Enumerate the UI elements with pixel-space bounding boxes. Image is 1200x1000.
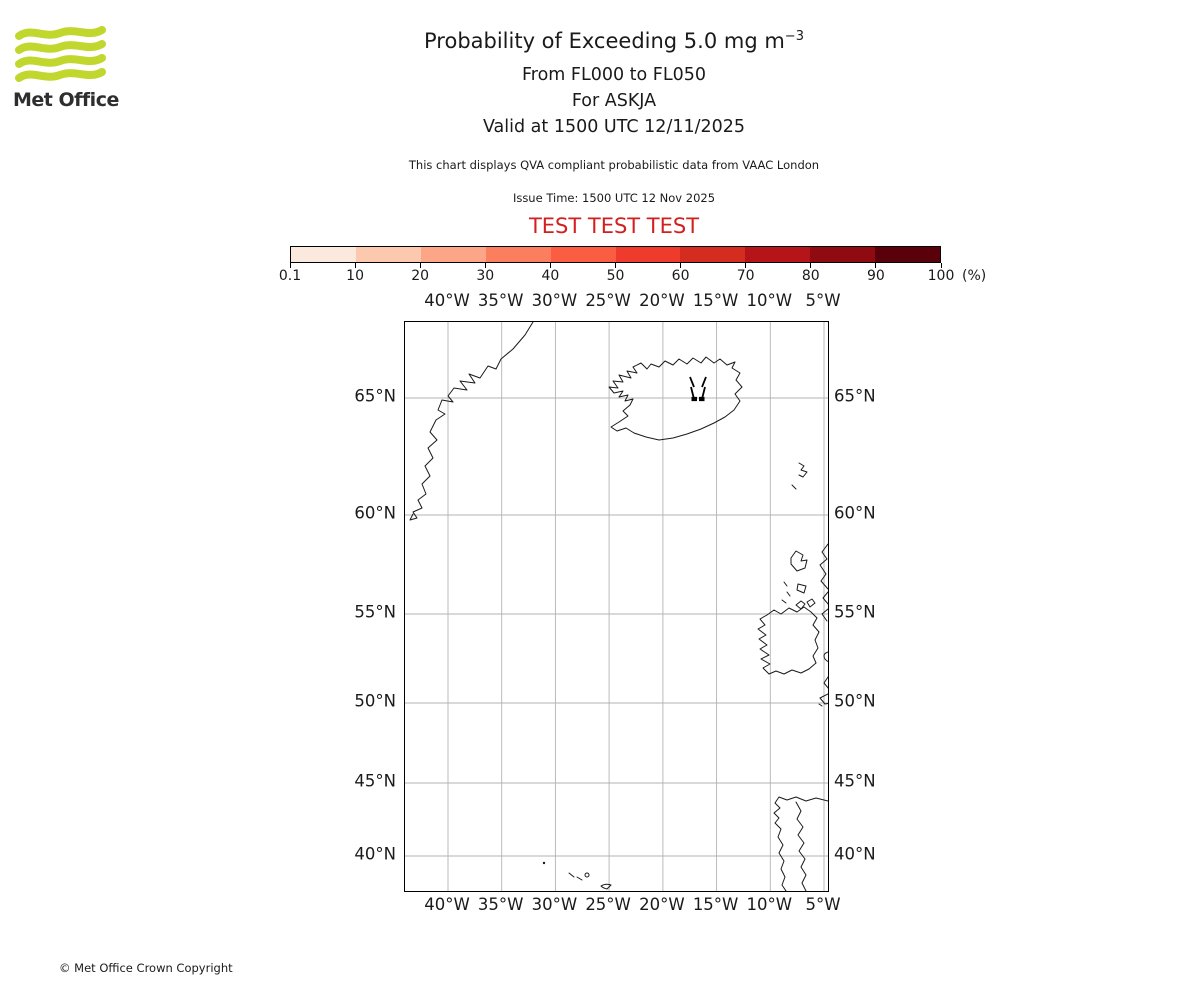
lat-label-left: 55°N — [354, 602, 396, 622]
subtitle-volcano: For ASKJA — [571, 91, 657, 111]
colorbar-unit-label: (%) — [962, 268, 987, 284]
colorbar-segment — [485, 247, 551, 262]
lon-label-top: 25°W — [585, 291, 631, 310]
colorbar-tick — [745, 263, 747, 268]
colorbar-segment — [615, 247, 681, 262]
coastline-brittany — [818, 693, 832, 707]
lon-label-top: 15°W — [692, 291, 739, 310]
lat-label-left: 40°N — [354, 844, 396, 864]
colorbar-tick — [875, 263, 877, 268]
lon-label-bottom: 40°W — [424, 895, 470, 914]
lon-label-top: 5°W — [805, 291, 841, 310]
colorbar-tick — [419, 263, 421, 268]
coastline-scotland-hebrides — [781, 543, 830, 622]
colorbar-segment — [550, 247, 616, 262]
colorbar-tick — [615, 263, 616, 268]
lon-label-bottom: 15°W — [692, 895, 739, 914]
colorbar-segment — [420, 247, 486, 262]
lon-label-top: 40°W — [424, 291, 470, 310]
colorbar-segment — [291, 247, 356, 262]
colorbar-tick — [289, 263, 291, 268]
met-office-waves-icon — [15, 26, 106, 82]
colorbar-segment — [745, 247, 811, 262]
qva-note: This chart displays QVA compliant probab… — [408, 158, 820, 172]
coastline-britain-fragments — [823, 651, 832, 690]
lat-label-left: 65°N — [354, 386, 396, 406]
colorbar-segments — [291, 247, 941, 262]
colorbar-tick — [549, 263, 551, 268]
issue-time: Issue Time: 1500 UTC 12 Nov 2025 — [512, 191, 716, 205]
colorbar-tick-label: 70 — [736, 268, 755, 284]
graticule — [405, 322, 828, 891]
subtitle-valid-time: Valid at 1500 UTC 12/11/2025 — [482, 117, 746, 137]
lon-label-top: 20°W — [639, 291, 685, 310]
lat-label-right: 60°N — [834, 503, 876, 523]
colorbar-tick-label: 20 — [411, 268, 430, 284]
colorbar — [290, 246, 941, 263]
colorbar-segment — [355, 247, 421, 262]
lat-label-right: 45°N — [834, 771, 876, 791]
colorbar-tick — [810, 263, 812, 268]
coastline-faroe-islands — [791, 462, 808, 490]
title-text: Probability of Exceeding 5.0 mg m — [424, 29, 785, 53]
colorbar-tick — [354, 263, 356, 268]
colorbar-tick — [940, 263, 942, 268]
colorbar-tick-label: 50 — [606, 268, 625, 284]
colorbar-tick-label: 60 — [671, 268, 690, 284]
coastline-iceland — [608, 356, 743, 441]
lat-label-left: 50°N — [354, 691, 396, 711]
colorbar-segment — [875, 247, 941, 262]
colorbar-tick-label: 80 — [801, 268, 820, 284]
colorbar-segment — [810, 247, 876, 262]
lat-label-left: 60°N — [354, 503, 396, 523]
colorbar-tick-label: 90 — [866, 268, 885, 284]
colorbar-tick-label: 30 — [476, 268, 495, 284]
title-exponent: −3 — [784, 29, 804, 44]
colorbar-tick — [484, 263, 486, 268]
lon-label-top: 35°W — [477, 291, 524, 310]
lat-label-right: 65°N — [834, 386, 876, 406]
colorbar-segment — [680, 247, 746, 262]
met-office-logo-text: Met Office — [13, 89, 119, 111]
lon-label-bottom: 25°W — [585, 895, 631, 914]
map-panel — [404, 321, 832, 892]
colorbar-tick-label: 100 — [927, 268, 955, 284]
lon-label-bottom: 5°W — [805, 895, 841, 914]
lon-label-bottom: 30°W — [531, 895, 578, 914]
lat-label-right: 50°N — [834, 691, 876, 711]
lat-label-right: 40°N — [834, 844, 876, 864]
colorbar-tick-label: 10 — [346, 268, 364, 284]
colorbar-tick-label: 0.1 — [278, 268, 302, 284]
lat-label-left: 45°N — [354, 771, 396, 791]
coastline-iberia — [773, 796, 829, 892]
coastline-greenland — [409, 321, 534, 521]
lon-label-bottom: 35°W — [477, 895, 524, 914]
lon-label-top: 10°W — [746, 291, 793, 310]
colorbar-tick-label: 40 — [541, 268, 560, 284]
coastline-ireland — [757, 606, 820, 675]
subtitle-flight-levels: From FL000 to FL050 — [521, 65, 707, 85]
volcano-icon — [689, 376, 707, 402]
page-title: Probability of Exceeding 5.0 mg m−3 — [28, 29, 1200, 53]
map-canvas — [405, 321, 832, 892]
lon-label-bottom: 10°W — [746, 895, 793, 914]
colorbar-tick — [680, 263, 682, 268]
lon-label-bottom: 20°W — [639, 895, 685, 914]
copyright-text: © Met Office Crown Copyright — [59, 961, 233, 975]
lon-label-top: 30°W — [531, 291, 578, 310]
test-banner: TEST TEST TEST — [528, 214, 700, 238]
lat-label-right: 55°N — [834, 602, 876, 622]
coastline-azores — [542, 861, 612, 890]
